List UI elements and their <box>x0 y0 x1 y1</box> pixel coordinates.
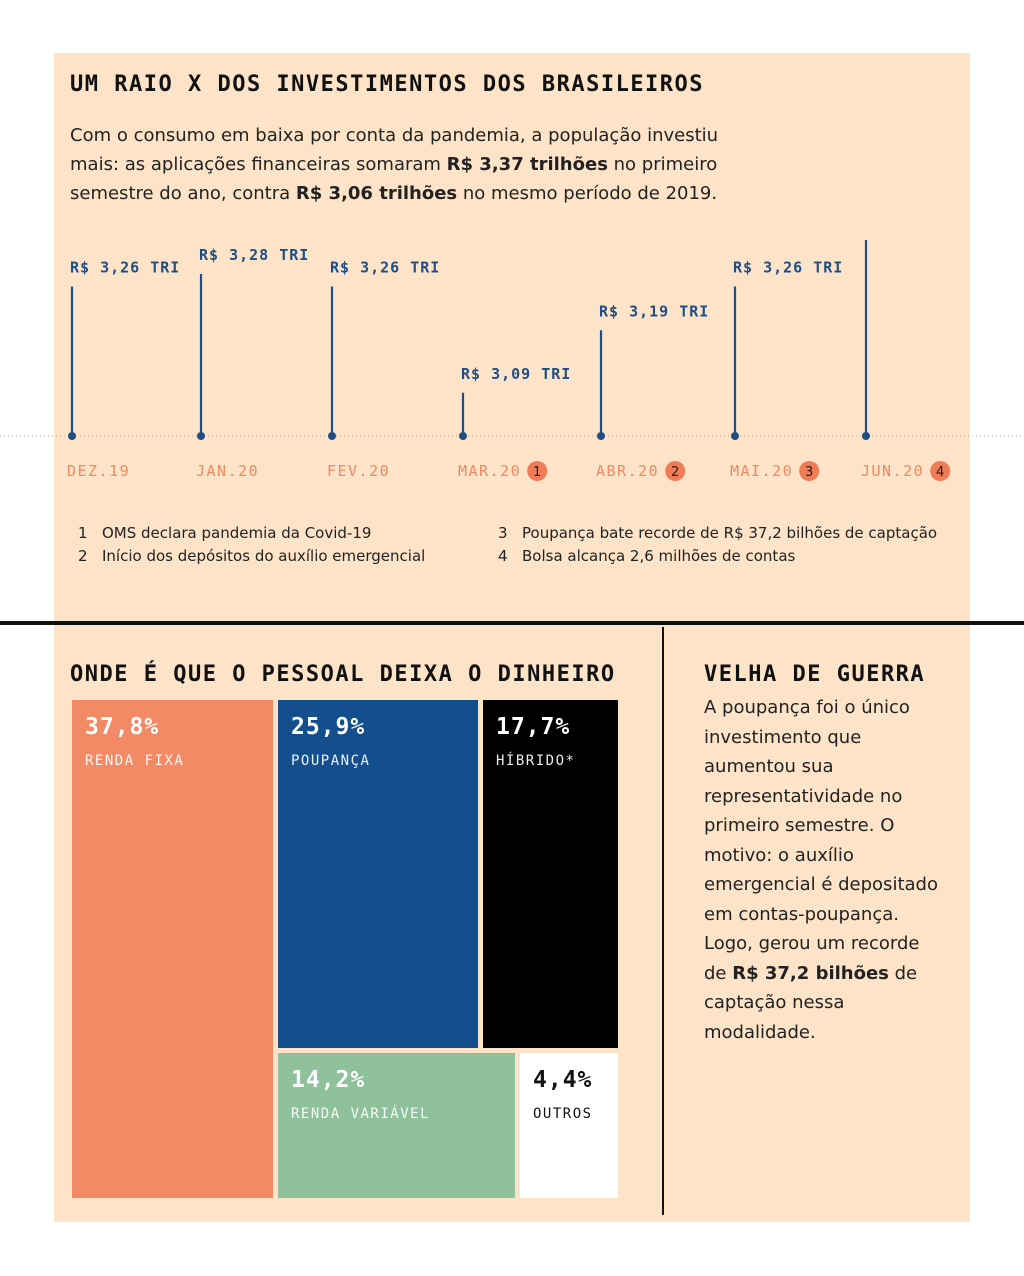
note-marker-number: 4 <box>936 465 944 480</box>
timeline-point <box>597 432 605 440</box>
cell-label: OUTROS <box>533 1106 593 1122</box>
intro-text-3: no mesmo período de 2019. <box>457 183 718 204</box>
note-text: Poupança bate recorde de R$ 37,2 bilhões… <box>522 524 938 542</box>
timeline-point <box>68 432 76 440</box>
timeline-svg: R$ 3,26 TRI DEZ.19 R$ 3,28 TRI JAN.20 R$ 3,2… <box>0 240 1024 481</box>
value-label: R$ 3,09 TRI <box>461 365 571 383</box>
intro-text-2: no primeiro semestre do ano, contra <box>70 154 718 204</box>
timeline-point <box>459 432 467 440</box>
month-label: MAI.20 <box>730 462 793 480</box>
note-marker-icon <box>665 461 686 481</box>
treemap-title: ONDE É QUE O PESSOAL DEIXA O DINHEIRO <box>70 662 616 687</box>
main-title: UM RAIO X DOS INVESTIMENTOS DOS BRASILEI… <box>70 72 705 97</box>
note-item: 2 Início dos depósitos do auxílio emerge… <box>78 547 518 565</box>
section-divider <box>0 621 1024 625</box>
note-marker-icon <box>930 461 951 481</box>
cell-label: RENDA VARIÁVEL <box>291 1106 431 1122</box>
note-marker-icon <box>527 461 548 481</box>
treemap-cell-poupanca: 25,9% POUPANÇA <box>278 700 478 1048</box>
timeline-point <box>731 432 739 440</box>
cell-label: HÍBRIDO* <box>496 753 576 769</box>
month-label: DEZ.19 <box>67 462 130 480</box>
sidebar-title: VELHA DE GUERRA <box>704 662 926 687</box>
note-item: 1 OMS declara pandemia da Covid-19 <box>78 524 518 542</box>
note-text: OMS declara pandemia da Covid-19 <box>102 524 372 542</box>
timeline-point <box>862 432 870 440</box>
sidebar-text: A poupança foi o único investimento que … <box>704 693 944 1047</box>
note-text: Início dos depósitos do auxílio emergenc… <box>102 547 426 565</box>
note-marker-number: 1 <box>533 465 541 480</box>
note-text: Bolsa alcança 2,6 milhões de contas <box>522 547 796 565</box>
cell-percent: 17,7% <box>496 714 571 740</box>
month-label: MAR.20 <box>458 462 521 480</box>
month-label: JUN.20 <box>861 462 924 480</box>
value-label: R$ 3,28 TRI <box>199 246 309 264</box>
value-label: R$ 3,26 TRI <box>733 259 843 277</box>
sidebar-text-1: A poupança foi o único investimento que … <box>704 697 938 984</box>
note-marker-number: 3 <box>805 465 813 480</box>
treemap-cell-outros: 4,4% OUTROS <box>520 1053 618 1198</box>
month-label: FEV.20 <box>327 462 390 480</box>
treemap-chart: 37,8% RENDA FIXA 25,9% POUPANÇA 17,7% HÍ… <box>72 700 618 1198</box>
timeline-point <box>328 432 336 440</box>
sidebar-text-2: de captação nessa modalidade. <box>704 962 918 1043</box>
month-label: ABR.20 <box>596 462 659 480</box>
note-marker-number: 2 <box>671 465 679 480</box>
sidebar-highlight: R$ 37,2 bilhões <box>732 962 889 984</box>
intro-highlight-1: R$ 3,37 trilhões <box>446 154 608 175</box>
intro-paragraph: Com o consumo em baixa por conta da pand… <box>70 121 770 208</box>
cell-percent: 37,8% <box>85 714 160 740</box>
timeline-point <box>197 432 205 440</box>
timeline-chart: R$ 3,26 TRI DEZ.19 R$ 3,28 TRI JAN.20 R$ 3,2… <box>0 240 1024 500</box>
note-item: 3 Poupança bate recorde de R$ 37,2 bilhõ… <box>498 524 938 542</box>
cell-label: RENDA FIXA <box>85 753 185 769</box>
note-number: 4 <box>498 547 508 565</box>
value-label: R$ 3,26 TRI <box>70 259 180 277</box>
note-number: 3 <box>498 524 508 542</box>
intro-highlight-2: R$ 3,06 trilhões <box>295 183 458 204</box>
cell-percent: 25,9% <box>291 714 366 740</box>
intro-text-1: Com o consumo em baixa por conta da pand… <box>70 125 719 175</box>
value-label: R$ 3,26 TRI <box>330 259 440 277</box>
value-label: R$ 3,19 TRI <box>599 302 709 320</box>
note-marker-icon <box>799 461 820 481</box>
note-item: 4 Bolsa alcança 2,6 milhões de contas <box>498 547 938 565</box>
note-number: 1 <box>78 524 88 542</box>
treemap-cell-renda-fixa: 37,8% RENDA FIXA <box>72 700 273 1198</box>
treemap-cell-hibrido: 17,7% HÍBRIDO* <box>483 700 618 1048</box>
column-divider <box>662 627 664 1215</box>
cell-percent: 14,2% <box>291 1067 366 1093</box>
cell-percent: 4,4% <box>533 1067 593 1093</box>
treemap-cell-renda-variavel: 14,2% RENDA VARIÁVEL <box>278 1053 515 1198</box>
cell-label: POUPANÇA <box>291 753 371 769</box>
note-number: 2 <box>78 547 88 565</box>
month-label: JAN.20 <box>196 462 259 480</box>
